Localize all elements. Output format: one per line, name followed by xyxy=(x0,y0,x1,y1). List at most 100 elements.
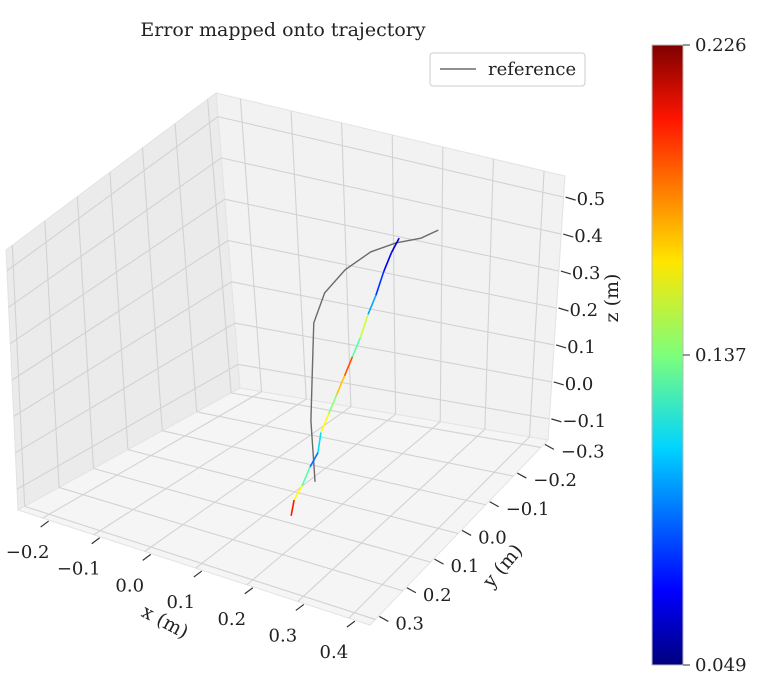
z-grid-left-1 xyxy=(15,322,235,454)
z-tick-label-6: 0.5 xyxy=(577,189,606,210)
legend: reference xyxy=(429,52,586,87)
z-tick-label-3: 0.2 xyxy=(570,300,599,321)
z-grid-back-4 xyxy=(224,198,559,272)
z-grid-left-3 xyxy=(11,240,229,381)
y-tick-label-6: −0.3 xyxy=(561,441,605,462)
y-tick-mark-0 xyxy=(379,615,389,622)
x-tick-label-0: −0.2 xyxy=(6,542,50,563)
y-tick-label-0: 0.3 xyxy=(395,613,424,634)
y-grid-floor-2 xyxy=(93,467,431,563)
legend-box xyxy=(429,52,586,87)
back-pane xyxy=(215,92,566,441)
series-error-segment-3 xyxy=(367,295,377,315)
series-error-segment-6 xyxy=(343,356,354,377)
z-grid-left-4 xyxy=(10,198,225,345)
x-tick-mark-4 xyxy=(244,587,254,595)
z-grid-back-2 xyxy=(231,281,555,346)
x-tick-label-2: 0.0 xyxy=(115,575,144,596)
z-tick-mark-4 xyxy=(560,270,572,275)
z-tick-label-2: 0.1 xyxy=(567,337,596,358)
series-reference-line xyxy=(310,229,439,482)
z-grid-back-6 xyxy=(217,116,564,198)
series-error-segment-12 xyxy=(301,466,311,487)
series-error-segment-9 xyxy=(320,413,330,433)
z-grid-left-2 xyxy=(13,281,232,417)
x-tick-mark-2 xyxy=(142,553,152,561)
colorbar-label-mid: 0.137 xyxy=(695,345,747,366)
series-error-segment-5 xyxy=(351,337,361,358)
series-error-segment-13 xyxy=(293,485,303,501)
x-grid-floor-1 xyxy=(93,398,307,536)
y-tick-mark-3 xyxy=(461,529,472,536)
y-grid-floor-0 xyxy=(24,505,376,620)
z-tick-label-0: −0.1 xyxy=(562,411,606,432)
grid-lines xyxy=(6,98,564,620)
y-grid-floor-3 xyxy=(127,449,459,534)
z-tick-label-5: 0.4 xyxy=(574,226,603,247)
z-tick-mark-3 xyxy=(558,307,569,312)
x-tick-mark-3 xyxy=(193,570,203,578)
y-grid-floor-5 xyxy=(196,411,514,477)
floor-pane xyxy=(16,387,550,626)
y-tick-mark-4 xyxy=(489,501,499,508)
x-grid-floor-4 xyxy=(246,421,441,586)
x-grid-floor-6 xyxy=(348,436,530,619)
series-error-segment-4 xyxy=(359,314,369,339)
z-grid-left-5 xyxy=(8,157,222,308)
series-error-segment-7 xyxy=(335,375,346,396)
series-error-segment-1 xyxy=(382,252,393,273)
series-error-segment-10 xyxy=(317,432,322,453)
z-tick-mark-5 xyxy=(563,233,574,238)
legend-reference-label: reference xyxy=(488,59,576,80)
z-grid-back-5 xyxy=(221,157,562,235)
y-tick-label-1: 0.2 xyxy=(423,585,452,606)
z-grid-back-3 xyxy=(227,239,557,309)
x-grid-floor-0 xyxy=(42,391,262,519)
axis-ticks: −0.2−0.10.00.10.20.30.40.30.20.10.0−0.1−… xyxy=(6,189,606,663)
series-error-segment-11 xyxy=(309,452,319,468)
colorbar-label-min: 0.049 xyxy=(695,655,747,676)
y-tick-mark-1 xyxy=(406,587,417,594)
z-grid-left-6 xyxy=(6,116,219,272)
x-tick-mark-0 xyxy=(40,520,49,528)
x-grid-floor-2 xyxy=(144,406,352,552)
series-error-segment-0 xyxy=(390,237,400,254)
y-grid-floor-1 xyxy=(58,486,404,592)
series-error-segment-2 xyxy=(375,271,385,296)
z-grid-left-0 xyxy=(16,363,239,490)
x-tick-mark-6 xyxy=(346,620,356,628)
y-tick-mark-2 xyxy=(434,558,444,565)
y-grid-floor-6 xyxy=(231,392,541,448)
series-error-segment-14 xyxy=(290,499,295,516)
x-tick-mark-1 xyxy=(91,537,101,545)
y-tick-label-3: 0.0 xyxy=(478,527,507,548)
z-tick-label-4: 0.3 xyxy=(572,263,601,284)
x-tick-label-3: 0.1 xyxy=(166,592,195,613)
y-tick-mark-5 xyxy=(516,472,527,479)
chart-title: Error mapped onto trajectory xyxy=(140,19,425,41)
y-tick-label-4: −0.1 xyxy=(506,499,550,520)
x-grid-floor-5 xyxy=(297,428,486,602)
y-tick-label-2: 0.1 xyxy=(451,556,480,577)
colorbar: 0.226 0.137 0.049 xyxy=(651,35,747,676)
z-tick-mark-0 xyxy=(551,418,562,423)
series-error-segment-8 xyxy=(328,394,338,414)
trajectory-lines xyxy=(290,229,439,516)
x-tick-label-6: 0.4 xyxy=(320,642,349,663)
z-tick-mark-2 xyxy=(555,344,567,349)
z-grid-back-1 xyxy=(234,322,552,383)
colorbar-label-max: 0.226 xyxy=(695,35,747,56)
z-tick-label-1: 0.0 xyxy=(565,374,594,395)
x-tick-label-1: −0.1 xyxy=(57,559,101,580)
z-axis-label: z (m) xyxy=(601,274,623,323)
y-tick-label-5: −0.2 xyxy=(533,470,577,491)
z-grid-back-0 xyxy=(237,363,550,420)
x-tick-mark-5 xyxy=(295,603,305,611)
y-tick-mark-6 xyxy=(544,443,555,450)
y-grid-floor-4 xyxy=(162,430,486,506)
z-tick-mark-6 xyxy=(565,196,576,201)
x-tick-label-5: 0.3 xyxy=(269,625,298,646)
colorbar-gradient xyxy=(651,44,684,666)
z-tick-mark-1 xyxy=(553,381,564,386)
